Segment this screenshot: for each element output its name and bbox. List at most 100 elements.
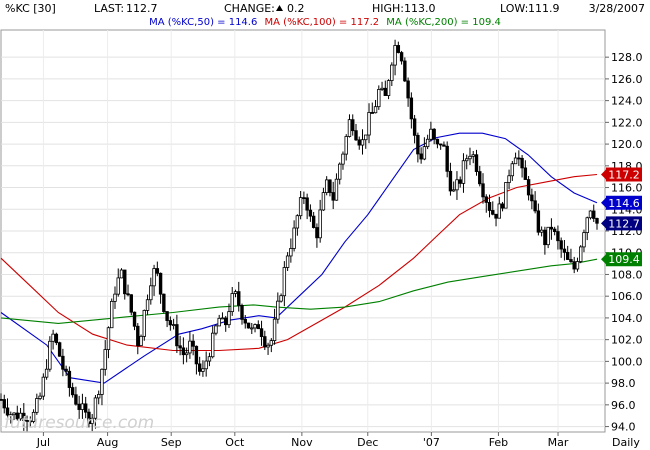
price-body: [331, 192, 335, 201]
price-body: [517, 157, 521, 160]
price-body: [289, 248, 293, 257]
moving-average-lines: [0, 132, 598, 384]
price-body: [344, 136, 348, 155]
price-badge-label: 117.2: [608, 169, 640, 182]
price-body: [276, 300, 280, 320]
y-tick-label: 116.0: [611, 182, 643, 195]
price-badge: [606, 252, 642, 267]
price-body: [588, 210, 593, 219]
price-body: [328, 179, 332, 193]
price-body: [155, 268, 160, 274]
price-body: [9, 414, 13, 417]
price-body: [38, 395, 42, 399]
price-body: [302, 197, 306, 200]
price-body: [311, 215, 316, 228]
x-tick-label: Nov: [291, 436, 313, 449]
price-body: [539, 229, 544, 233]
y-tick-label: 102.0: [611, 334, 643, 347]
price-body: [282, 267, 287, 297]
price-body: [175, 324, 179, 347]
ma200-legend: MA (%KC,200) = 109.4: [386, 17, 501, 28]
price-body: [119, 269, 124, 279]
price-body: [465, 158, 469, 162]
price-body: [543, 229, 547, 246]
price-body: [70, 387, 75, 396]
price-body: [292, 227, 296, 249]
price-body: [28, 420, 33, 423]
price-body: [123, 269, 127, 295]
price-body: [220, 317, 225, 320]
price-body: [2, 399, 6, 409]
x-axis: Jul Aug Sep Oct Nov Dec '07 Feb Mar: [36, 432, 569, 449]
price-body: [142, 310, 147, 337]
price-body: [494, 213, 498, 219]
price-badge-pointer: [601, 197, 606, 208]
price-body: [237, 291, 241, 306]
price-badges: 117.2 114.6 112.7 109.4: [601, 167, 642, 267]
price-body: [386, 80, 391, 96]
price-body: [569, 259, 573, 263]
price-body: [44, 368, 49, 378]
price-body: [315, 227, 319, 239]
price-body: [432, 128, 436, 140]
price-badge-label: 109.4: [608, 253, 640, 266]
price-body: [64, 368, 68, 372]
price-body: [250, 327, 254, 330]
price-body: [595, 218, 599, 224]
price-body: [474, 154, 479, 172]
y-tick-label: 96.0: [611, 399, 636, 412]
price-body: [341, 153, 345, 165]
price-body: [116, 277, 120, 295]
x-tick-label: Jul: [36, 436, 50, 449]
price-body: [184, 352, 189, 356]
price-body: [162, 293, 166, 312]
price-body: [585, 217, 589, 234]
price-body: [478, 171, 482, 185]
low-value: 111.9: [528, 2, 560, 15]
price-body: [129, 294, 133, 313]
price-body: [354, 130, 358, 141]
price-body: [113, 293, 117, 302]
price-body: [74, 394, 78, 405]
price-body: [347, 119, 352, 137]
y-tick-label: 94.0: [611, 421, 636, 434]
price-body: [83, 403, 88, 413]
ma-series-line: [0, 258, 598, 324]
price-body: [106, 327, 111, 350]
price-body: [419, 153, 423, 160]
price-body: [259, 328, 264, 337]
symbol-label: %KC [30]: [5, 2, 56, 15]
price-body: [468, 155, 472, 160]
price-body: [592, 210, 596, 219]
price-body: [380, 87, 384, 90]
price-body: [393, 45, 397, 66]
price-body: [181, 347, 186, 356]
price-body: [194, 345, 199, 365]
price-body: [243, 318, 247, 324]
up-arrow-icon: [276, 5, 283, 11]
price-body: [0, 399, 3, 401]
price-body: [536, 210, 541, 233]
price-badge-pointer: [601, 218, 606, 229]
price-badge: [606, 195, 642, 210]
price-body: [308, 209, 313, 217]
price-body: [383, 87, 388, 96]
price-body: [455, 179, 459, 191]
price-body: [461, 160, 466, 184]
y-tick-label: 104.0: [611, 312, 643, 325]
price-body: [559, 240, 563, 250]
price-body: [523, 167, 528, 180]
price-body: [338, 163, 342, 180]
price-body: [364, 134, 368, 141]
price-body: [253, 324, 257, 329]
price-body: [409, 97, 414, 120]
price-body: [201, 368, 205, 372]
price-body: [403, 60, 407, 82]
price-body: [51, 333, 55, 342]
x-tick-label: Sep: [161, 436, 182, 449]
price-body: [31, 411, 36, 422]
header-bar: %KC [30] LAST: 112.7 CHANGE: 0.2 HIGH: 1…: [5, 2, 645, 15]
ma-legend: MA (%KC,50) = 114.6 MA (%KC,100) = 117.2…: [149, 17, 501, 28]
ma100-legend: MA (%KC,100) = 117.2: [265, 17, 380, 28]
